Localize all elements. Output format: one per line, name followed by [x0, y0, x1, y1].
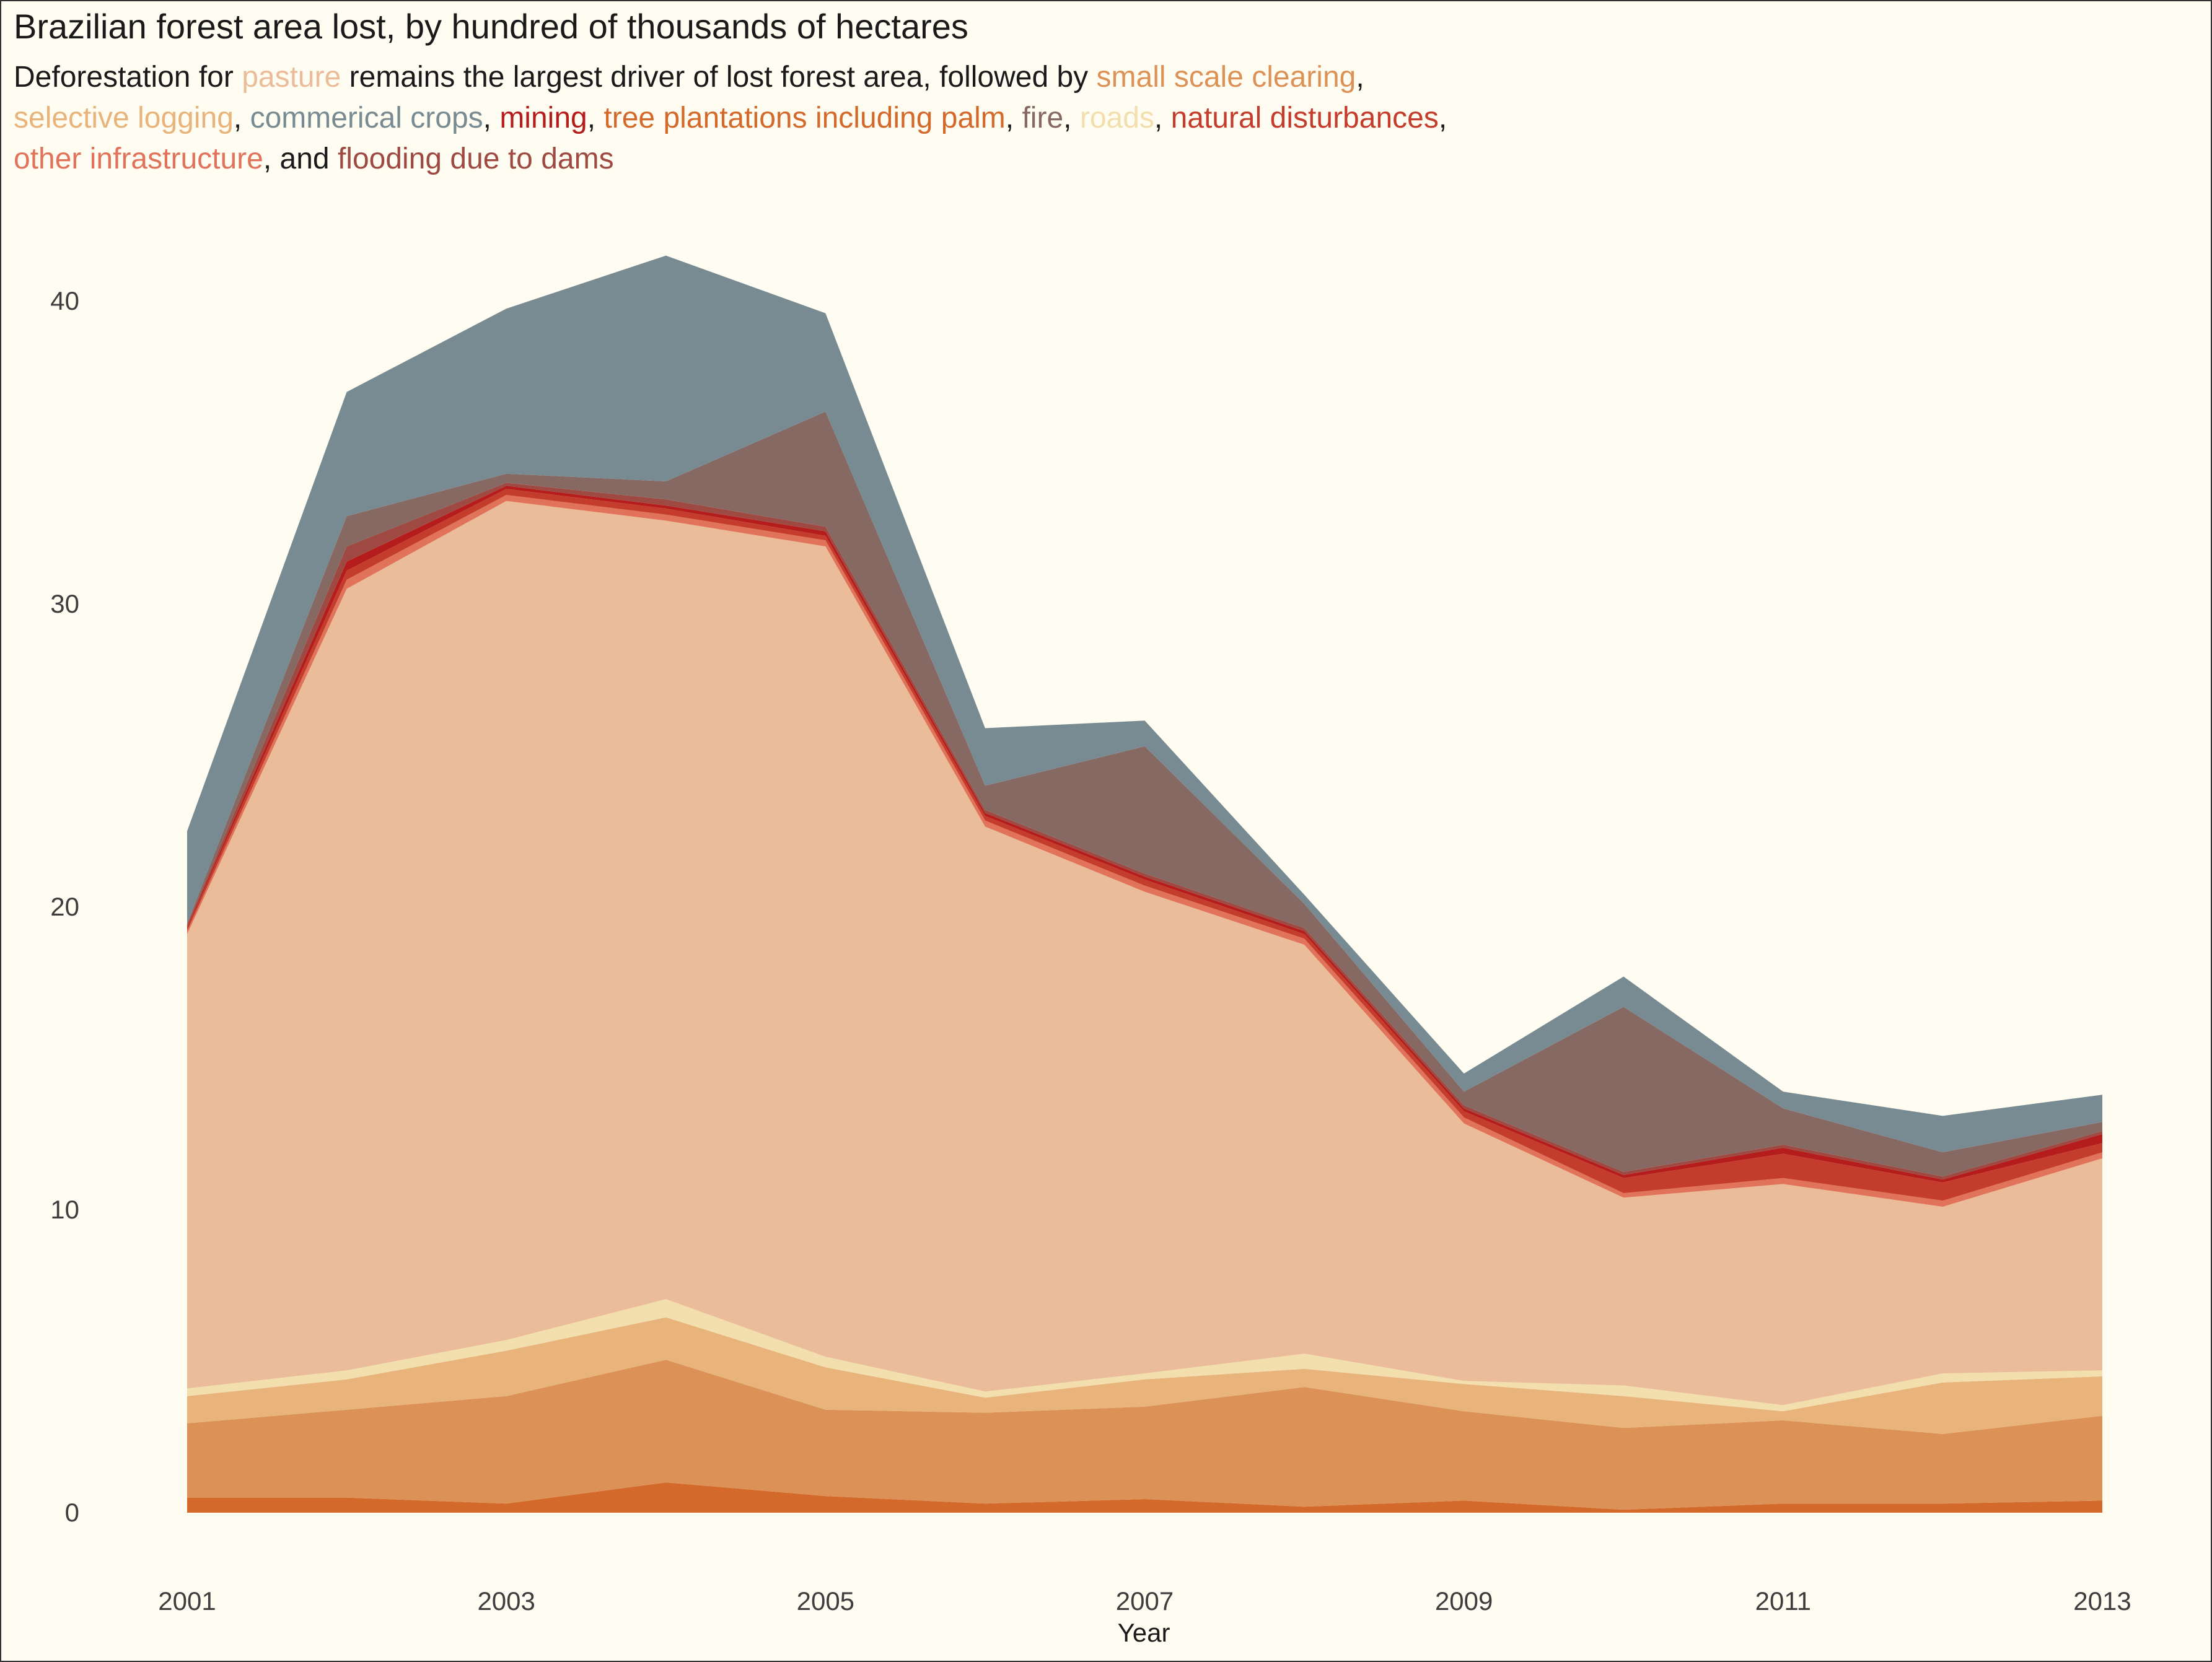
- area-fire: [187, 411, 2102, 1177]
- x-axis-ticks: 2001 2003 2005 2007 2009 2011 2013: [158, 1586, 2131, 1616]
- area-layers: [187, 255, 2102, 1513]
- subtitle-segment: commerical crops: [250, 102, 483, 134]
- area-selective-logging: [187, 1317, 2102, 1434]
- area-tree-plantations-including-palm: [187, 1482, 2102, 1513]
- y-tick-label: 30: [50, 589, 79, 618]
- area-other-infrastructure: [187, 495, 2102, 1207]
- subtitle-segment: ,: [1438, 102, 1447, 134]
- subtitle-segment: tree plantations including palm: [603, 102, 1006, 134]
- chart-subtitle: Deforestation for pasture remains the la…: [14, 57, 1447, 180]
- subtitle-segment: small scale clearing: [1096, 61, 1356, 94]
- subtitle-segment: ,: [1154, 102, 1171, 134]
- subtitle-segment: roads: [1079, 102, 1154, 134]
- subtitle-segment: ,: [587, 102, 604, 134]
- area-pasture: [187, 501, 2102, 1406]
- subtitle-segment: remains the largest driver of lost fores…: [341, 61, 1097, 94]
- x-tick-label: 2007: [1116, 1586, 1174, 1616]
- area-small-scale-clearing: [187, 1360, 2102, 1510]
- subtitle-segment: pasture: [242, 61, 341, 94]
- subtitle-segment: flooding due to dams: [337, 142, 614, 175]
- y-axis-ticks: 0 10 20 30 40: [50, 286, 79, 1527]
- x-axis-label: Year: [1118, 1618, 1170, 1647]
- x-tick-label: 2001: [158, 1586, 216, 1616]
- subtitle-segment: natural disturbances: [1170, 102, 1439, 134]
- subtitle-segment: ,: [233, 102, 250, 134]
- subtitle-segment: selective logging: [14, 102, 234, 134]
- x-tick-label: 2003: [477, 1586, 535, 1616]
- y-tick-label: 0: [65, 1498, 79, 1527]
- subtitle-segment: ,: [1005, 102, 1022, 134]
- x-tick-label: 2009: [1435, 1586, 1493, 1616]
- subtitle-segment: ,: [483, 102, 500, 134]
- subtitle-segment: fire: [1022, 102, 1064, 134]
- y-tick-label: 40: [50, 286, 79, 315]
- x-tick-label: 2011: [1755, 1586, 1811, 1616]
- area-natural-disturbances: [187, 489, 2102, 1201]
- subtitle-segment: mining: [499, 102, 587, 134]
- subtitle-segment: , and: [263, 142, 338, 175]
- x-tick-label: 2005: [797, 1586, 854, 1616]
- subtitle-line-3: other infrastructure, and flooding due t…: [14, 139, 1447, 180]
- subtitle-line-1: Deforestation for pasture remains the la…: [14, 57, 1447, 98]
- subtitle-line-2: selective logging, commerical crops, min…: [14, 98, 1447, 139]
- x-tick-label: 2013: [2073, 1586, 2131, 1616]
- subtitle-segment: Deforestation for: [14, 61, 242, 94]
- subtitle-segment: ,: [1356, 61, 1364, 94]
- y-tick-label: 10: [50, 1195, 79, 1224]
- y-tick-label: 20: [50, 892, 79, 921]
- subtitle-segment: ,: [1063, 102, 1080, 134]
- chart-title: Brazilian forest area lost, by hundred o…: [14, 7, 968, 46]
- area-commerical-crops: [187, 255, 2102, 1153]
- subtitle-segment: other infrastructure: [14, 142, 263, 175]
